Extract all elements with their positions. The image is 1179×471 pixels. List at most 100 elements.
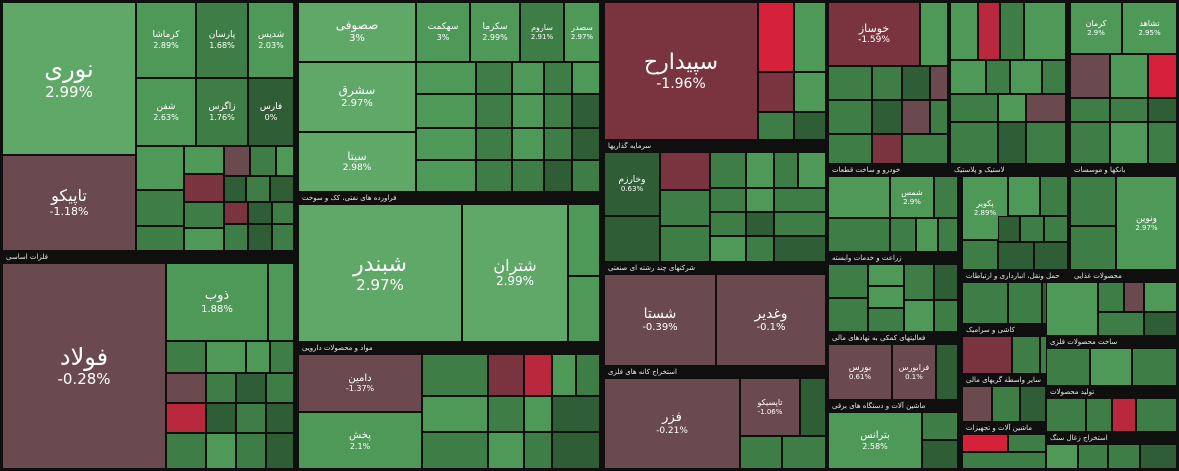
tile-small[interactable]: [1110, 54, 1148, 98]
tile-sepidar[interactable]: سپیدارح -1.96%: [604, 2, 758, 140]
tile-small[interactable]: [962, 282, 1008, 324]
tile-small[interactable]: [1148, 98, 1177, 122]
tile-small[interactable]: [828, 264, 868, 298]
tile-small[interactable]: [868, 308, 904, 332]
tile-small[interactable]: [1046, 348, 1090, 386]
tile-kerman[interactable]: کرمان 2.9%: [1070, 2, 1122, 54]
tile-small[interactable]: [1144, 282, 1177, 312]
tile-small[interactable]: [998, 242, 1034, 270]
tile-small[interactable]: [798, 152, 826, 188]
tile-small[interactable]: [246, 176, 270, 202]
tile-small[interactable]: [992, 386, 1020, 422]
tile-tapsiko[interactable]: تاپسیکو -1.06%: [740, 378, 800, 436]
tile-small[interactable]: [1144, 312, 1177, 336]
tile-small[interactable]: [936, 344, 958, 400]
tile-small[interactable]: [930, 100, 948, 134]
tile-small[interactable]: [166, 433, 206, 469]
tile-small[interactable]: [604, 216, 660, 262]
tile-shasta[interactable]: شستا -0.39%: [604, 274, 716, 366]
tile-small[interactable]: [934, 300, 958, 332]
tile-small[interactable]: [1098, 312, 1144, 336]
tile-small[interactable]: [872, 66, 902, 100]
tile-small[interactable]: [568, 276, 600, 342]
tile-small[interactable]: [872, 134, 902, 164]
tile-shabandar[interactable]: شبندر 2.97%: [298, 204, 462, 342]
tile-small[interactable]: [248, 202, 272, 224]
tile-small[interactable]: [166, 403, 206, 433]
tile-small[interactable]: [660, 190, 710, 226]
tile-small[interactable]: [922, 412, 958, 440]
tile-small[interactable]: [1008, 176, 1040, 216]
tile-small[interactable]: [250, 146, 276, 176]
tile-small[interactable]: [1020, 216, 1044, 242]
tile-small[interactable]: [236, 373, 266, 403]
tile-small[interactable]: [962, 240, 998, 270]
tile-small[interactable]: [978, 2, 1000, 60]
tile-small[interactable]: [422, 432, 488, 469]
tile-small[interactable]: [476, 62, 512, 94]
tile-small[interactable]: [950, 60, 986, 94]
tile-small[interactable]: [184, 202, 224, 228]
tile-small[interactable]: [272, 202, 294, 224]
tile-shafan[interactable]: شفن 2.63%: [136, 78, 196, 146]
tile-small[interactable]: [962, 336, 1012, 374]
tile-sasadr[interactable]: سصدر 2.97%: [564, 2, 600, 62]
tile-small[interactable]: [740, 436, 782, 469]
tile-folad[interactable]: فولاد -0.28%: [2, 263, 166, 469]
tile-small[interactable]: [774, 152, 798, 188]
tile-small[interactable]: [246, 341, 270, 373]
tile-small[interactable]: [1070, 226, 1116, 270]
tile-sekarma[interactable]: سکرما 2.99%: [470, 2, 520, 62]
tile-small[interactable]: [998, 216, 1020, 242]
tile-small[interactable]: [206, 373, 236, 403]
tile-small[interactable]: [660, 152, 710, 190]
tile-small[interactable]: [1034, 242, 1068, 270]
tile-small[interactable]: [272, 224, 294, 251]
tile-small[interactable]: [1026, 122, 1066, 164]
tile-small[interactable]: [524, 354, 552, 396]
tile-small[interactable]: [660, 226, 710, 262]
tile-small[interactable]: [1024, 2, 1066, 60]
tile-small[interactable]: [782, 436, 826, 469]
tile-damin[interactable]: دامین -1.37%: [298, 354, 422, 412]
tile-small[interactable]: [998, 94, 1026, 122]
tile-small[interactable]: [828, 176, 890, 218]
tile-pakhsh[interactable]: پخش 2.1%: [298, 412, 422, 469]
tile-small[interactable]: [902, 66, 930, 100]
tile-small[interactable]: [1020, 386, 1046, 422]
tile-small[interactable]: [166, 341, 206, 373]
tile-small[interactable]: [236, 433, 266, 469]
tile-small[interactable]: [950, 122, 998, 164]
tile-small[interactable]: [422, 354, 488, 396]
tile-small[interactable]: [916, 218, 938, 252]
tile-small[interactable]: [986, 60, 1010, 94]
tile-small[interactable]: [962, 452, 1046, 469]
tile-small[interactable]: [266, 403, 294, 433]
tile-small[interactable]: [828, 218, 890, 252]
tile-small[interactable]: [512, 128, 544, 160]
tile-sashrgh[interactable]: سشرق 2.97%: [298, 62, 416, 132]
tile-small[interactable]: [1042, 60, 1066, 94]
tile-small[interactable]: [136, 226, 184, 251]
tile-small[interactable]: [758, 2, 794, 72]
tile-parsan[interactable]: پارسان 1.68%: [196, 2, 248, 78]
tile-sita[interactable]: سیتا 2.98%: [298, 132, 416, 192]
tile-small[interactable]: [1124, 282, 1144, 312]
tile-small[interactable]: [416, 128, 476, 160]
tile-small[interactable]: [1078, 444, 1108, 469]
tile-small[interactable]: [552, 432, 600, 469]
tile-small[interactable]: [572, 62, 600, 94]
tile-small[interactable]: [206, 403, 236, 433]
tile-small[interactable]: [902, 100, 930, 134]
tile-small[interactable]: [476, 160, 512, 192]
tile-small[interactable]: [544, 94, 572, 128]
tile-tapiko[interactable]: تاپیکو -1.18%: [2, 155, 136, 251]
tile-small[interactable]: [416, 62, 476, 94]
tile-small[interactable]: [224, 224, 248, 251]
tile-small[interactable]: [166, 373, 206, 403]
tile-small[interactable]: [774, 236, 826, 262]
tile-small[interactable]: [998, 122, 1026, 164]
tile-small[interactable]: [488, 396, 524, 432]
tile-small[interactable]: [1110, 98, 1148, 122]
tile-nori[interactable]: نوری 2.99%: [2, 2, 136, 155]
